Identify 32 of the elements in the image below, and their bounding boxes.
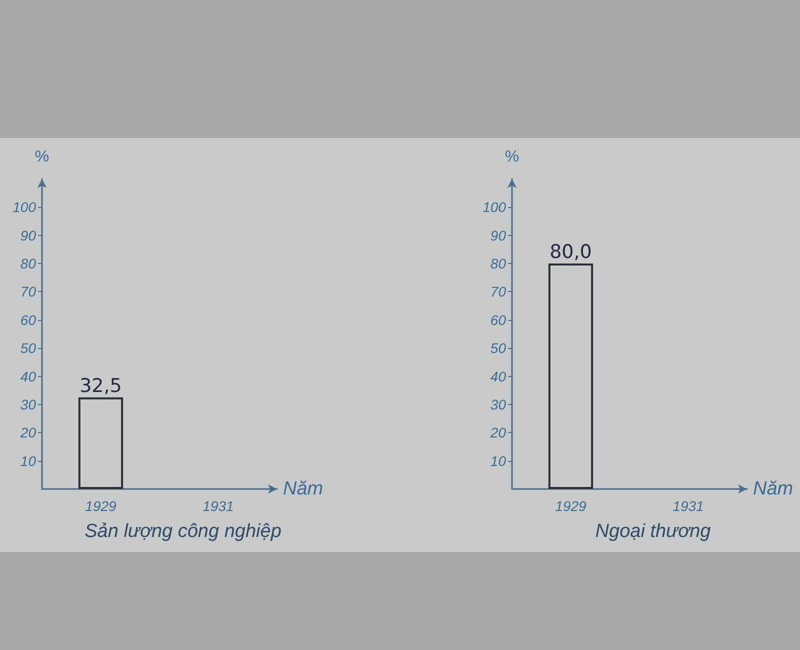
y-tick-label: 80 <box>490 256 506 272</box>
x-tick-label: 1931 <box>202 498 234 514</box>
y-axis-title: % <box>34 148 50 166</box>
text: Sản lượng công nghiệp <box>84 521 282 542</box>
x-axis-title: Năm <box>283 478 324 500</box>
x-tick-label: 1929 <box>85 498 117 514</box>
y-tick-label: 40 <box>490 368 506 384</box>
x-tick-label: 1929 <box>555 498 587 514</box>
text: Ngoại thương <box>595 521 712 542</box>
x-tick-label: 1931 <box>672 498 704 514</box>
y-tick-label: 100 <box>12 199 36 216</box>
y-tick-label: 10 <box>20 452 36 469</box>
y-tick-label: 50 <box>20 340 36 356</box>
y-tick-label: 60 <box>20 312 36 328</box>
y-tick-label: 20 <box>19 424 36 441</box>
y-tick-label: 40 <box>20 368 36 384</box>
y-tick-label: 20 <box>489 424 506 441</box>
y-tick-label: 50 <box>490 340 506 356</box>
x-axis-title: Năm <box>753 478 794 500</box>
y-tick-label: 70 <box>20 284 36 300</box>
y-tick-label: 60 <box>490 312 506 328</box>
y-tick-label: 90 <box>20 227 36 244</box>
y-axis-title: % <box>504 148 520 166</box>
y-tick-label: 30 <box>20 396 36 412</box>
data-label: 32,5 <box>80 374 122 397</box>
y-tick-label: 10 <box>490 452 506 469</box>
y-tick-label: 30 <box>490 396 506 412</box>
y-tick-label: 80 <box>20 256 36 272</box>
y-tick-label: 90 <box>490 227 506 244</box>
data-label: 80,0 <box>550 241 592 264</box>
y-tick-label: 100 <box>482 199 506 216</box>
y-tick-label: 70 <box>490 284 506 300</box>
